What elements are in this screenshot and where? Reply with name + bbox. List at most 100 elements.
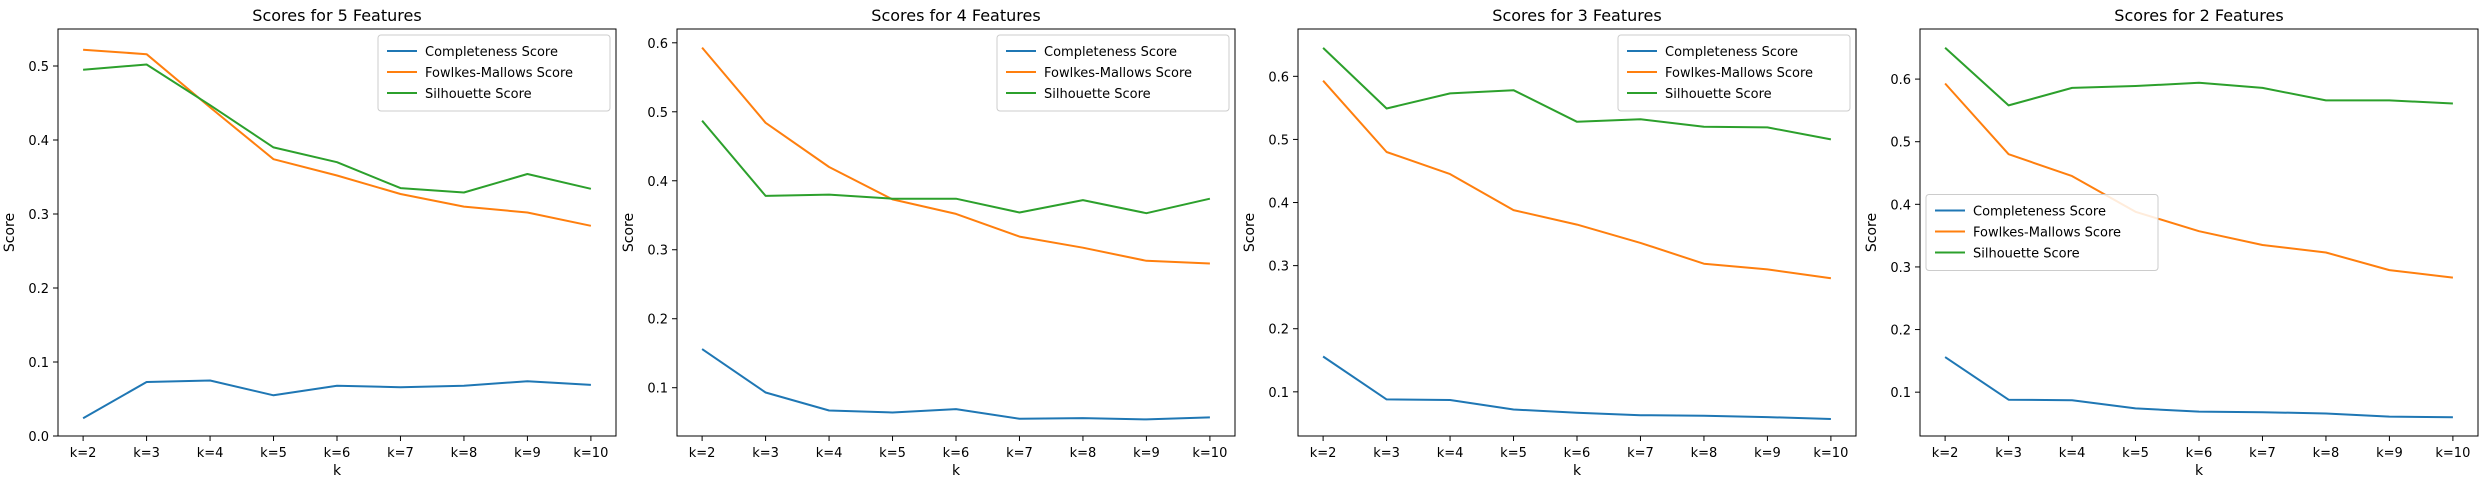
legend-label: Fowlkes-Mallows Score xyxy=(1665,66,1813,81)
x-tick-label: k=5 xyxy=(1500,446,1527,461)
x-tick-label: k=10 xyxy=(2435,446,2470,461)
x-tick-label: k=6 xyxy=(324,446,351,461)
y-tick-label: 0.6 xyxy=(1268,70,1289,85)
y-tick-label: 0.4 xyxy=(1890,198,1911,213)
legend: Completeness Score Fowlkes-Mallows Score S… xyxy=(1925,194,2159,271)
x-tick-label: k=9 xyxy=(514,446,541,461)
legend-box xyxy=(1617,34,1851,112)
legend-label: Fowlkes-Mallows Score xyxy=(1973,226,2121,241)
x-axis-label: k xyxy=(2195,463,2204,479)
series-line-completeness-score xyxy=(1944,356,2453,419)
legend: Completeness Score Fowlkes-Mallows Score S… xyxy=(996,34,1230,112)
chart-panel-1: Scores for 5 Features k=2 k=3 k=4 k=5 k=6 k=7 k… xyxy=(2,6,617,479)
y-tick-label: 0.5 xyxy=(1890,136,1911,151)
x-tick-label: k=6 xyxy=(943,446,970,461)
y-tick-label: 0.2 xyxy=(1890,324,1911,339)
x-tick-label: k=2 xyxy=(689,446,716,461)
x-tick-label: k=9 xyxy=(2376,446,2403,461)
legend-label: Silhouette Score xyxy=(425,87,532,102)
x-tick-label: k=3 xyxy=(752,446,779,461)
y-tick-label: 0.5 xyxy=(647,106,668,121)
x-tick-label: k=7 xyxy=(1627,446,1654,461)
x-tick-label: k=8 xyxy=(451,446,478,461)
series-line-silhouette-score xyxy=(1322,47,1832,141)
x-tick-label: k=7 xyxy=(2249,446,2276,461)
legend: Completeness Score Fowlkes-Mallows Score S… xyxy=(1617,34,1851,112)
x-axis-label: k xyxy=(1573,463,1582,479)
x-tick-label: k=4 xyxy=(816,446,843,461)
series-line-completeness-score xyxy=(701,348,1210,421)
legend: Completeness Score Fowlkes-Mallows Score S… xyxy=(377,34,611,112)
series-line-fowlkes-mallows-score xyxy=(1322,80,1832,280)
chart-panel-3: Scores for 3 Features k=2 k=3 k=4 k=5 k=6 k=7 k… xyxy=(1242,6,1857,479)
legend-box xyxy=(996,34,1230,112)
y-tick-label: 0.2 xyxy=(28,282,49,297)
y-axis-label: Score xyxy=(1242,213,1258,252)
series-line-silhouette-score xyxy=(83,63,592,194)
series-line-completeness-score xyxy=(1322,355,1831,420)
x-tick-label: k=8 xyxy=(1070,446,1097,461)
y-tick-label: 0.1 xyxy=(1268,386,1289,401)
y-axis-label: Score xyxy=(2,213,18,252)
y-tick-label: 0.0 xyxy=(28,430,49,445)
x-tick-label: k=4 xyxy=(2059,446,2086,461)
legend-label: Silhouette Score xyxy=(1665,87,1772,102)
y-tick-label: 0.2 xyxy=(1268,323,1289,338)
series-line-silhouette-score xyxy=(701,120,1211,215)
x-tick-label: k=8 xyxy=(2313,446,2340,461)
legend-label: Completeness Score xyxy=(1665,45,1798,60)
legend-label: Fowlkes-Mallows Score xyxy=(425,66,573,81)
chart-title: Scores for 5 Features xyxy=(252,6,421,25)
x-tick-label: k=3 xyxy=(1995,446,2022,461)
x-tick-label: k=5 xyxy=(260,446,287,461)
x-tick-label: k=9 xyxy=(1133,446,1160,461)
legend-box xyxy=(1925,194,2159,271)
x-tick-label: k=6 xyxy=(2186,446,2213,461)
x-tick-label: k=2 xyxy=(1310,446,1337,461)
x-axis-label: k xyxy=(952,463,961,479)
legend-box xyxy=(377,34,611,112)
y-tick-label: 0.1 xyxy=(1890,386,1911,401)
x-tick-label: k=8 xyxy=(1691,446,1718,461)
y-tick-label: 0.3 xyxy=(647,244,668,259)
series-line-fowlkes-mallows-score xyxy=(83,48,592,227)
chart-panel-4: Scores for 2 Features k=2 k=3 k=4 k=5 k=6 k=7 k… xyxy=(1864,6,2479,479)
y-axis-label: Score xyxy=(1864,213,1880,252)
y-axis-label: Score xyxy=(621,213,637,252)
chart-title: Scores for 2 Features xyxy=(2114,6,2283,25)
legend-label: Fowlkes-Mallows Score xyxy=(1044,66,1192,81)
x-tick-label: k=2 xyxy=(1932,446,1959,461)
y-tick-label: 0.4 xyxy=(28,134,49,149)
x-tick-label: k=10 xyxy=(573,446,608,461)
y-tick-label: 0.5 xyxy=(1268,133,1289,148)
y-tick-label: 0.6 xyxy=(1890,73,1911,88)
x-tick-label: k=3 xyxy=(1373,446,1400,461)
y-tick-label: 0.1 xyxy=(28,356,49,371)
legend-label: Completeness Score xyxy=(1044,45,1177,60)
chart-title: Scores for 3 Features xyxy=(1492,6,1661,25)
x-tick-label: k=4 xyxy=(1437,446,1464,461)
y-tick-label: 0.4 xyxy=(1268,197,1289,212)
y-tick-label: 0.6 xyxy=(647,37,668,52)
x-tick-label: k=7 xyxy=(387,446,414,461)
legend-label: Silhouette Score xyxy=(1044,87,1151,102)
y-tick-label: 0.3 xyxy=(28,208,49,223)
y-tick-label: 0.1 xyxy=(647,382,668,397)
x-tick-label: k=6 xyxy=(1564,446,1591,461)
series-line-fowlkes-mallows-score xyxy=(1944,82,2454,279)
x-tick-label: k=5 xyxy=(2122,446,2149,461)
x-tick-label: k=5 xyxy=(879,446,906,461)
panels: Scores for 5 Features k=2 k=3 k=4 k=5 k=6 k=7 k… xyxy=(2,6,2479,479)
chart-title: Scores for 4 Features xyxy=(871,6,1040,25)
x-tick-label: k=7 xyxy=(1006,446,1033,461)
y-tick-label: 0.4 xyxy=(647,175,668,190)
x-axis-label: k xyxy=(333,463,342,479)
y-tick-label: 0.5 xyxy=(28,60,49,75)
series-line-silhouette-score xyxy=(1944,47,2453,107)
y-tick-label: 0.2 xyxy=(647,313,668,328)
x-tick-label: k=3 xyxy=(133,446,160,461)
series-line-completeness-score xyxy=(82,379,591,420)
chart-panel-2: Scores for 4 Features k=2 k=3 k=4 k=5 k=6 k=7 k… xyxy=(621,6,1236,479)
y-tick-label: 0.3 xyxy=(1268,260,1289,275)
